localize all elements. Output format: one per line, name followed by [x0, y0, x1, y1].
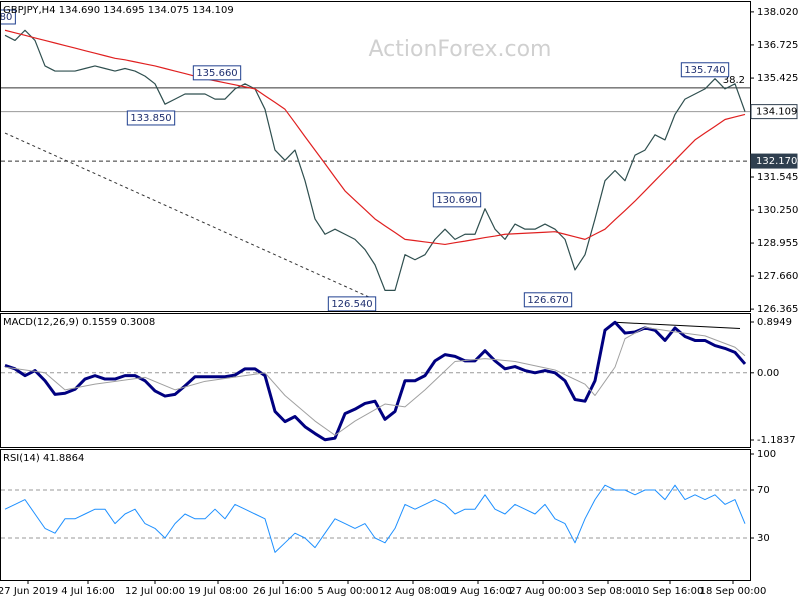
y-tick-label: 127.660 [757, 271, 798, 282]
plot-area [1, 320, 750, 442]
series-line [4, 484, 746, 553]
price-pane [0, 1, 751, 312]
plot-area [1, 484, 750, 553]
y-tick-label: 130.250 [757, 205, 798, 216]
series-line [4, 326, 746, 436]
y-tick-label: 136.725 [757, 40, 798, 51]
annotation-label: 135.660 [196, 68, 237, 79]
level-label: 132.170 [756, 156, 797, 167]
rsi-pane [0, 449, 751, 581]
level-label-box [750, 104, 798, 120]
series-line [4, 29, 746, 246]
x-tick-label: 19 Jul 08:00 [188, 586, 248, 597]
y-tick-label: 126.365 [757, 304, 798, 315]
x-tick-label: 27 Aug 00:00 [509, 586, 576, 597]
y-tick-label: -1.1837 [757, 435, 796, 446]
x-tick-label: 27 Jun 2019 [0, 586, 58, 597]
series-line [4, 320, 747, 442]
x-tick-label: 18 Sep 00:00 [700, 586, 767, 597]
y-tick-label: 30 [757, 533, 770, 544]
annotation-box [1, 9, 16, 25]
y-tick-label: 70 [757, 485, 770, 496]
y-tick-label: 0.8949 [757, 317, 792, 328]
x-tick-label: 10 Sep 16:00 [637, 586, 704, 597]
series-line [4, 29, 746, 291]
pane-title: GBPJPY,H4 134.690 134.695 134.075 134.10… [3, 5, 234, 16]
x-tick-label: 12 Aug 08:00 [379, 586, 446, 597]
level-label: 38.2 [723, 75, 745, 86]
x-tick-label: 4 Jul 16:00 [61, 586, 115, 597]
pane-title: RSI(14) 41.8864 [3, 453, 84, 464]
pane-title: MACD(12,26,9) 0.1559 0.3008 [3, 317, 155, 328]
annotation-box [523, 292, 573, 308]
y-tick-label: 131.545 [757, 172, 798, 183]
trend-line [4, 132, 376, 301]
y-tick-label: 128.955 [757, 238, 798, 249]
annotation-label: 130.690 [436, 195, 477, 206]
annotation-box [680, 62, 730, 78]
annotation-label: 126.540 [331, 299, 372, 310]
annotation-label: 126.670 [527, 295, 568, 306]
watermark: ActionForex.com [369, 37, 552, 62]
y-tick-label: 135.425 [757, 73, 798, 84]
level-label: 134.109 [756, 107, 797, 118]
y-tick-label: 138.020 [757, 7, 798, 18]
y-tick-label: 0.00 [757, 368, 779, 379]
annotation-label: 135.740 [684, 65, 725, 76]
annotation-box [327, 296, 377, 311]
annotation-label: 80 [0, 12, 12, 23]
x-tick-label: 12 Jul 00:00 [125, 586, 185, 597]
x-tick-label: 26 Jul 16:00 [253, 586, 313, 597]
trend-line [614, 321, 741, 330]
x-tick-label: 3 Sep 08:00 [578, 586, 638, 597]
annotation-label: 133.850 [130, 113, 171, 124]
level-label-box [750, 153, 798, 169]
x-tick-label: 5 Aug 00:00 [317, 586, 378, 597]
y-tick-label: 100 [757, 449, 776, 460]
x-tick-label: 19 Aug 16:00 [444, 586, 511, 597]
annotation-box [192, 65, 242, 81]
annotation-box [432, 192, 482, 208]
annotation-box [126, 110, 176, 126]
plot-area: ActionForex.com 38.2 80 135.660 133.850 130.6… [0, 9, 750, 311]
